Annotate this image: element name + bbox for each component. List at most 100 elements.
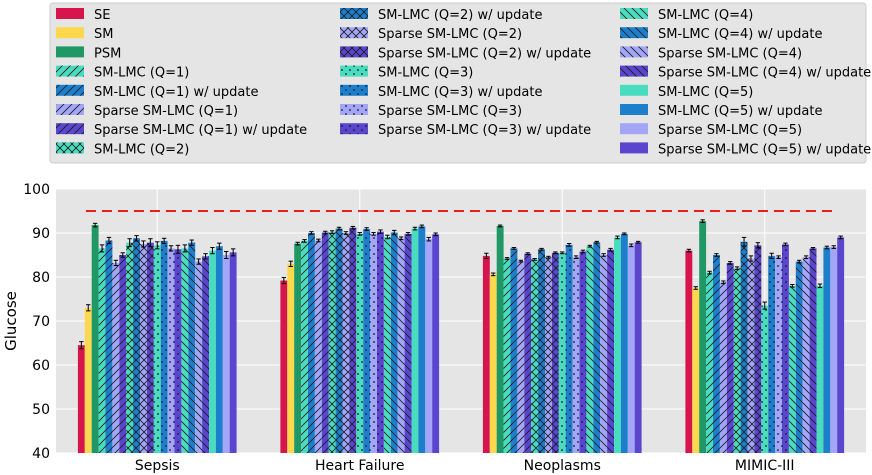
bar (788, 285, 796, 453)
legend-box (49, 2, 867, 164)
bar (719, 282, 727, 453)
bar (823, 247, 831, 453)
bar (397, 238, 405, 453)
bar (404, 233, 412, 453)
error-bar (302, 239, 307, 243)
legend-label: Sparse SM-LMC (Q=2) w/ update (378, 46, 591, 61)
bar (558, 252, 566, 453)
error-bar (79, 341, 84, 350)
error-bar (594, 240, 599, 244)
error-bar (426, 236, 431, 242)
error-bar (343, 231, 349, 235)
bar (349, 227, 357, 453)
legend-swatch (340, 104, 368, 115)
bar (802, 257, 810, 453)
error-bars (79, 219, 843, 350)
y-tick-label: 60 (32, 358, 50, 374)
error-bar (316, 238, 321, 243)
bar (229, 252, 237, 453)
bar (112, 262, 120, 453)
legend-swatch (620, 46, 648, 58)
error-bar (635, 240, 641, 244)
error-bar (419, 224, 425, 229)
bar (593, 242, 601, 453)
bar (607, 249, 614, 453)
legend-swatch (620, 65, 648, 77)
legend-label: SM-LMC (Q=1) w/ update (94, 85, 258, 100)
bar (222, 255, 230, 453)
error-bar (580, 249, 586, 254)
bar (383, 236, 391, 453)
error-bar (728, 261, 733, 265)
legend-swatch (620, 8, 648, 19)
y-tick-label: 100 (23, 182, 50, 198)
bar (202, 256, 209, 453)
bar (377, 231, 384, 453)
bar (733, 268, 741, 453)
error-bar (230, 248, 236, 257)
legend-swatch (56, 8, 84, 19)
legend-item: Sparse SM-LMC (Q=5) w/ update (620, 142, 871, 157)
error-bar (484, 252, 489, 260)
error-bar (148, 238, 153, 248)
bar (620, 233, 628, 453)
legend-item: Sparse SM-LMC (Q=5) (620, 123, 802, 138)
bar (503, 258, 511, 453)
bar (363, 229, 371, 453)
legend-item: Sparse SM-LMC (Q=2) (340, 27, 522, 42)
bar (782, 244, 789, 453)
error-bar (141, 240, 146, 248)
error-bar (491, 272, 496, 277)
error-bar (92, 222, 98, 228)
bar (328, 232, 336, 453)
legend-item: SM-LMC (Q=4) w/ update (620, 27, 822, 42)
bar (614, 237, 621, 453)
legend-label: SM-LMC (Q=3) w/ update (378, 85, 542, 100)
error-bar (525, 252, 530, 256)
error-bar (532, 258, 537, 261)
bar (342, 233, 350, 453)
legend-item: Sparse SM-LMC (Q=3) w/ update (340, 123, 591, 138)
legend-label: Sparse SM-LMC (Q=1) (94, 104, 238, 119)
legend-label: Sparse SM-LMC (Q=3) (378, 104, 522, 119)
bar (489, 274, 497, 453)
legend-label: Sparse SM-LMC (Q=1) w/ update (94, 123, 307, 138)
error-bar (155, 241, 160, 250)
y-axis-label: Glucose (2, 291, 20, 351)
bar (314, 240, 322, 453)
bar (761, 305, 769, 453)
bar (551, 252, 559, 453)
legend-item: PSM (56, 46, 121, 61)
legend-item: SE (56, 8, 110, 23)
bar (425, 239, 433, 453)
error-bar (700, 219, 705, 223)
x-tick-label: Neoplasms (524, 458, 601, 474)
y-tick-label: 80 (32, 270, 50, 286)
legend-label: SM-LMC (Q=4) w/ update (658, 27, 822, 42)
bar (692, 288, 700, 453)
legend-label: Sparse SM-LMC (Q=4) w/ update (658, 66, 871, 81)
bar (153, 245, 161, 453)
legend-swatch (340, 8, 368, 19)
bar (754, 245, 762, 453)
error-bar (810, 247, 816, 250)
error-bar (329, 230, 335, 234)
bar (432, 234, 440, 453)
error-bar (707, 270, 712, 275)
bar (531, 259, 539, 453)
bar (181, 248, 189, 453)
legend-item: Sparse SM-LMC (Q=4) w/ update (620, 65, 871, 81)
error-bar (622, 232, 627, 236)
legend-label: SM-LMC (Q=5) (658, 85, 753, 100)
legend-label: Sparse SM-LMC (Q=2) (378, 27, 522, 42)
error-bar (113, 259, 119, 267)
error-bar (755, 242, 761, 249)
bar (390, 232, 398, 453)
bar (91, 225, 99, 453)
legend-swatch (56, 104, 84, 115)
error-bar (838, 235, 843, 240)
legend-item: Sparse SM-LMC (Q=2) w/ update (340, 46, 591, 61)
error-bar (721, 280, 726, 285)
error-bar (776, 255, 781, 260)
error-bar (504, 257, 510, 260)
